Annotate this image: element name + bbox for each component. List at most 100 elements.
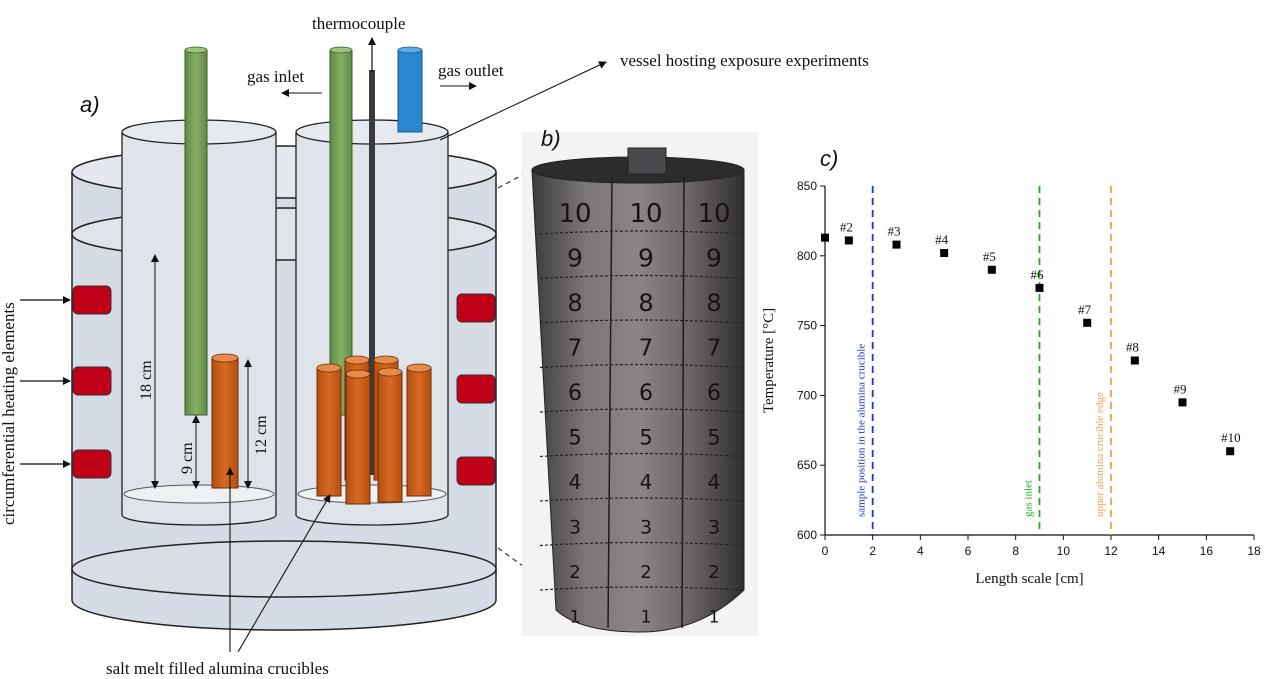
data-point [1083, 318, 1092, 327]
photo-mark: 5 [639, 426, 652, 450]
x-tick-label: 2 [869, 544, 876, 558]
temperature-chart: 0 2 4 6 8 10 12 14 16 18 600 650 700 750 800 850 sample … [761, 179, 1261, 587]
photo-mark: 1 [641, 608, 652, 628]
y-tick-label: 700 [797, 388, 817, 402]
photo-mark: 7 [639, 336, 654, 362]
panel-b: b) 10 10 10 9 9 9 8 8 8 7 7 7 6 6 6 5 5 5 4 4 4 3 3 3 2 2 2 1 1 1 [522, 126, 758, 636]
photo-level-line [539, 230, 743, 235]
photo-mark: 9 [567, 244, 583, 273]
dim-18-label: 18 cm [138, 360, 155, 400]
photo-mark: 8 [706, 289, 721, 317]
vessel-arrow [439, 61, 607, 141]
photo-level-line [539, 452, 743, 458]
photo-mark: 4 [708, 470, 721, 494]
photo-mark: 2 [640, 562, 651, 583]
panel-a: a) circumferential heating elements [0, 14, 869, 678]
panel-c: c) 0 2 4 6 8 10 12 14 16 18 600 650 700 750 800 850 samp… [761, 146, 1261, 587]
reference-line-label: gas inlet [1023, 480, 1035, 517]
panel-a-label: a) [80, 92, 100, 117]
gas-outlet-tube [397, 49, 423, 133]
y-axis-title: Temperature [°C] [761, 308, 777, 413]
photo-mark: 5 [568, 426, 581, 450]
dim-12-label: 12 cm [253, 415, 270, 455]
x-tick-label: 0 [822, 544, 829, 558]
photo-mark: 6 [707, 381, 721, 406]
photo-level-line [539, 586, 743, 591]
heater-left-3 [72, 449, 112, 479]
photo-mark: 6 [568, 381, 582, 406]
photo-mark: 10 [629, 199, 662, 229]
data-point [1130, 356, 1139, 365]
dim-9-label: 9 cm [179, 442, 196, 474]
crucibles-label: salt melt filled alumina crucibles [106, 659, 329, 678]
left-cylinder-floor [123, 484, 275, 504]
photo-level-line [539, 408, 743, 413]
heater-left-2 [72, 366, 112, 396]
photo-mark: 8 [638, 289, 653, 317]
crucible-left [211, 357, 239, 489]
photo-mark: 3 [640, 517, 652, 539]
photo-mark: 8 [567, 289, 582, 317]
data-point-label: #4 [935, 232, 949, 247]
photo-mark: 10 [558, 199, 591, 229]
data-point [1035, 283, 1044, 292]
photo-mark: 1 [570, 608, 581, 628]
heater-right-2 [456, 374, 496, 404]
heater-left-1 [72, 285, 112, 315]
photo-mark: 4 [640, 470, 653, 494]
photo-mark: 7 [707, 336, 722, 362]
photo-mark: 6 [639, 381, 653, 406]
data-point [940, 249, 949, 258]
photo-mark: 3 [569, 517, 581, 539]
y-tick-label: 600 [797, 528, 817, 542]
photo-mark: 2 [708, 562, 719, 583]
photo-mark: 10 [697, 199, 730, 229]
x-tick-label: 4 [917, 544, 924, 558]
data-point [844, 236, 853, 245]
data-point [1178, 398, 1187, 407]
photo-mark: 2 [569, 562, 580, 583]
photo-mark: 4 [569, 470, 582, 494]
data-point [987, 265, 996, 274]
vessel-photo-tab [627, 147, 667, 175]
data-point [821, 233, 829, 242]
crucible-pointer-2 [237, 494, 331, 653]
heating-elements [72, 285, 496, 486]
photo-mark: 3 [708, 517, 720, 539]
data-point-label: #2 [840, 219, 853, 234]
heater-right-1 [456, 293, 496, 323]
left-gas-tube [184, 49, 208, 416]
vessel-label: vessel hosting exposure experiments [620, 51, 869, 70]
heating-elements-label: circumferential heating elements [0, 302, 18, 525]
panel-c-label: c) [820, 146, 838, 171]
data-point-label: #10 [1221, 430, 1241, 445]
y-tick-label: 800 [797, 249, 817, 263]
photo-mark: 7 [568, 336, 583, 362]
x-tick-label: 10 [1057, 544, 1071, 558]
connector-bottom [497, 547, 557, 591]
heater-right-3 [456, 456, 496, 486]
photo-mark: 9 [706, 244, 722, 273]
photo-level-line [539, 363, 743, 369]
reference-line-label: sample position in the alumina crucible [856, 344, 868, 517]
data-point-label: #9 [1174, 381, 1187, 396]
data-point-label: #3 [888, 224, 901, 239]
photo-level-line [539, 541, 743, 547]
gas-outlet-label: gas outlet [438, 61, 504, 80]
photo-level-line [539, 319, 743, 324]
photo-mark: 5 [707, 426, 720, 450]
data-point-label: #5 [983, 249, 996, 264]
photo-mark: 9 [638, 244, 654, 273]
photo-level-line [539, 274, 743, 280]
x-axis-title: Length scale [cm] [975, 571, 1083, 587]
photo-level-line [539, 497, 743, 502]
x-tick-label: 18 [1247, 544, 1261, 558]
gas-inlet-label: gas inlet [247, 67, 304, 86]
data-point-label: #6 [1031, 267, 1045, 282]
x-tick-label: 6 [965, 544, 972, 558]
vessel-base [71, 540, 497, 598]
reference-line-label: upper alumina crucible edge [1094, 392, 1106, 517]
panel-b-label: b) [541, 126, 561, 151]
vessel-photo-body [531, 169, 745, 633]
